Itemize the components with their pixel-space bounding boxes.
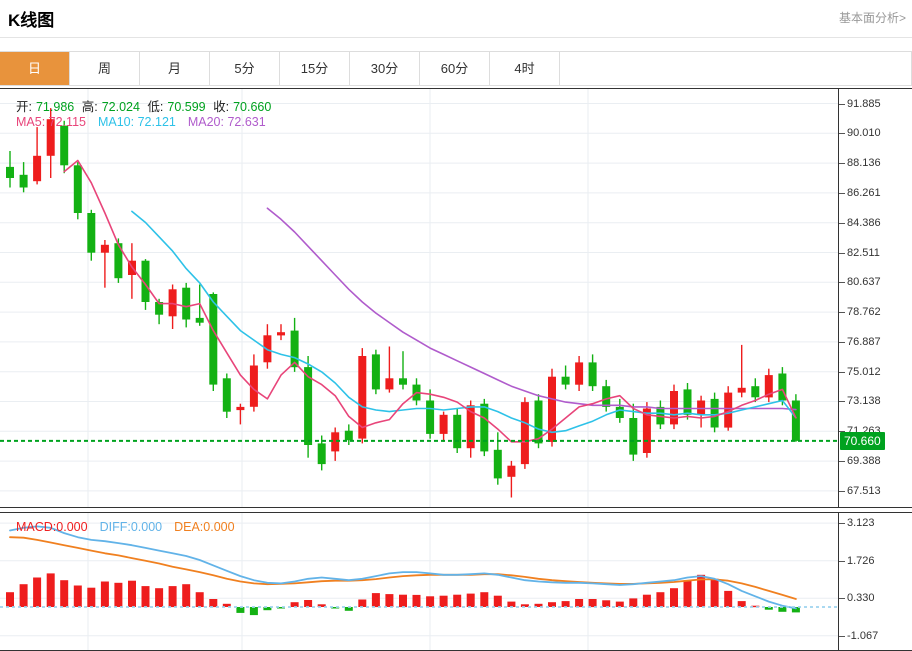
price-tick xyxy=(839,401,845,403)
diff-label: DIFF: xyxy=(99,520,131,534)
price-chart-panel: 91.885 90.010 88.136 86.261 84.386 82.511 80.6… xyxy=(0,88,912,508)
ma5-label: MA5: xyxy=(16,115,46,129)
macd-tick xyxy=(839,523,845,525)
price-tick-label: 84.386 xyxy=(847,216,881,229)
price-tick-label: 69.388 xyxy=(847,455,881,468)
price-tick xyxy=(839,461,845,463)
macd-tick-label: 3.123 xyxy=(847,517,875,530)
tab-4[interactable]: 15分 xyxy=(280,52,350,85)
price-tick xyxy=(839,371,845,373)
diff-value: 0.000 xyxy=(130,520,163,534)
price-tick xyxy=(839,341,845,343)
tab-3[interactable]: 5分 xyxy=(210,52,280,85)
price-tick-label: 67.513 xyxy=(847,484,881,497)
price-tick xyxy=(839,163,845,165)
price-tick-label: 76.887 xyxy=(847,335,881,348)
price-tick xyxy=(839,312,845,314)
tab-0[interactable]: 日 xyxy=(0,52,70,85)
ma20-label: MA20: xyxy=(187,115,224,129)
tab-5[interactable]: 30分 xyxy=(350,52,420,85)
tab-bar-filler xyxy=(560,52,912,85)
dea-label: DEA: xyxy=(174,520,204,534)
price-tick xyxy=(839,103,845,105)
tab-7[interactable]: 4时 xyxy=(490,52,560,85)
price-tick xyxy=(839,252,845,254)
price-tick xyxy=(839,431,845,433)
price-tick-label: 78.762 xyxy=(847,306,881,319)
moving-average-readout: MA5: 72.115 MA10: 72.121 MA20: 72.631 xyxy=(16,115,278,129)
price-tick-label: 91.885 xyxy=(847,97,881,110)
tab-6[interactable]: 60分 xyxy=(420,52,490,85)
price-tick xyxy=(839,192,845,194)
ohlc-readout: 开: 71.986 高: 72.024 低: 70.599 收: 70.660 xyxy=(16,96,275,115)
header-divider xyxy=(0,37,912,38)
fundamental-analysis-link[interactable]: 基本面分析> xyxy=(838,11,906,25)
macd-value: 0.000 xyxy=(56,520,88,534)
page-header: K线图 基本面分析> xyxy=(0,0,912,37)
low-value: 70.599 xyxy=(167,100,206,114)
price-tick xyxy=(839,133,845,135)
price-tick xyxy=(839,222,845,224)
macd-plot-area[interactable] xyxy=(0,513,838,650)
price-tick-label: 82.511 xyxy=(847,246,880,259)
price-tick-label: 80.637 xyxy=(847,276,881,289)
low-label: 低: xyxy=(147,100,164,114)
ma5-value: 72.115 xyxy=(48,115,86,129)
price-tick xyxy=(839,282,845,284)
price-candlestick-svg xyxy=(0,89,838,507)
page-title: K线图 xyxy=(8,11,55,30)
price-tick-label: 73.138 xyxy=(847,395,881,408)
close-label: 收: xyxy=(213,100,230,114)
ma20-value: 72.631 xyxy=(227,115,266,129)
macd-tick-label: -1.067 xyxy=(847,629,879,642)
open-label: 开: xyxy=(16,100,32,114)
price-tick xyxy=(839,490,845,492)
close-value: 70.660 xyxy=(233,100,272,114)
macd-label: MACD: xyxy=(16,520,57,534)
price-axis: 91.885 90.010 88.136 86.261 84.386 82.511 80.6… xyxy=(838,89,912,507)
macd-tick xyxy=(839,635,845,637)
price-tick-label: 90.010 xyxy=(847,127,881,140)
price-tick-label: 86.261 xyxy=(847,186,881,199)
macd-tick xyxy=(839,560,845,562)
timeframe-tab-bar[interactable]: 日周月 5分 15分 30分 60分 4时 xyxy=(0,51,912,86)
price-tick-label: 75.012 xyxy=(847,365,881,378)
macd-axis: 3.123 1.726 0.330 -1.067 xyxy=(838,513,912,650)
open-value: 71.986 xyxy=(35,100,75,114)
macd-tick-label: 1.726 xyxy=(847,554,875,567)
macd-readout: MACD:0.000 DIFF:0.000 DEA:0.000 xyxy=(16,520,247,534)
price-plot-area[interactable] xyxy=(0,89,838,507)
ma10-label: MA10: xyxy=(97,115,135,129)
dea-value: 0.000 xyxy=(203,520,235,534)
macd-tick xyxy=(839,598,845,600)
tab-1[interactable]: 周 xyxy=(70,52,140,85)
macd-svg xyxy=(0,513,838,650)
high-label: 高: xyxy=(81,100,98,114)
ma10-value: 72.121 xyxy=(137,115,176,129)
macd-tick-label: 0.330 xyxy=(847,592,875,605)
high-value: 72.024 xyxy=(101,100,140,114)
tab-2[interactable]: 月 xyxy=(140,52,210,85)
price-tick-label: 88.136 xyxy=(847,157,881,170)
last-price-badge: 70.660 xyxy=(840,431,885,450)
